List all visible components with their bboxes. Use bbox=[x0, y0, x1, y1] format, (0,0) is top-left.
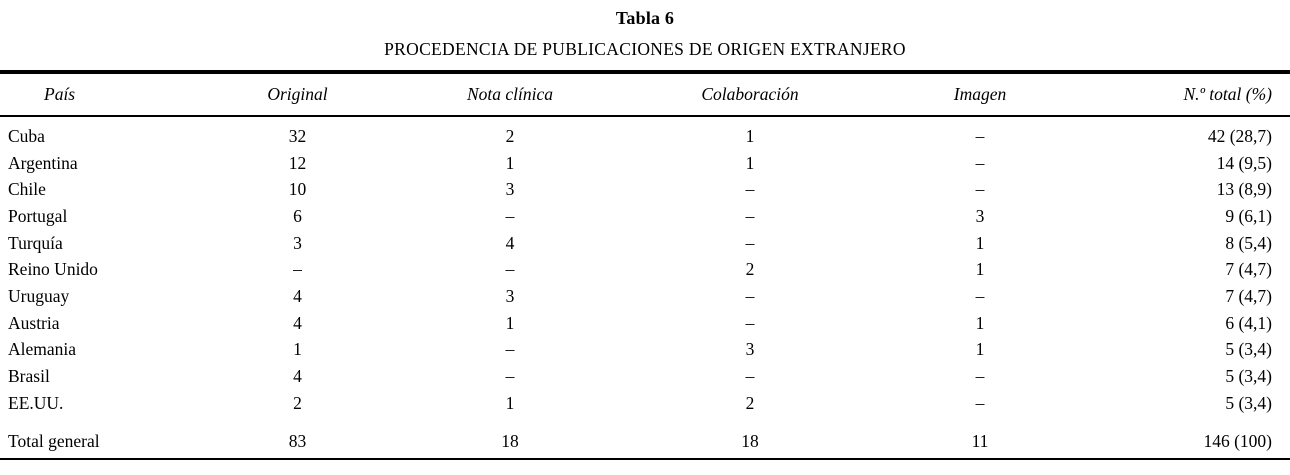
cell-original: 3 bbox=[293, 232, 302, 253]
cell-colaboracion: 1 bbox=[745, 152, 755, 173]
column-header-original: Original bbox=[185, 72, 410, 117]
cell-total: 9 (6,1) bbox=[1225, 205, 1272, 226]
table-row: Cuba 32 2 1 – 42 (28,7) bbox=[0, 116, 1290, 150]
cell-original: 4 bbox=[293, 285, 302, 306]
cell-imagen: 1 bbox=[975, 259, 985, 280]
total-cell-original: 83 bbox=[288, 430, 307, 451]
cell-total: 42 (28,7) bbox=[1207, 125, 1272, 146]
cell-colaboracion: – bbox=[745, 366, 755, 387]
cell-nota-clinica: 1 bbox=[505, 152, 515, 173]
total-cell-nota-clinica: 18 bbox=[501, 430, 519, 451]
cell-pais: Portugal bbox=[8, 205, 68, 226]
column-header-pais: País bbox=[0, 72, 185, 117]
cell-pais: Austria bbox=[8, 312, 60, 333]
table-row: Alemania 1 – 3 1 5 (3,4) bbox=[0, 337, 1290, 364]
cell-total: 8 (5,4) bbox=[1225, 232, 1272, 253]
cell-nota-clinica: 1 bbox=[505, 392, 515, 413]
cell-nota-clinica: 1 bbox=[505, 312, 515, 333]
cell-imagen: – bbox=[975, 152, 985, 173]
cell-pais: Uruguay bbox=[8, 285, 70, 306]
header-row: País Original Nota clínica Colaboración … bbox=[0, 72, 1290, 117]
cell-imagen: – bbox=[975, 285, 985, 306]
cell-total: 5 (3,4) bbox=[1225, 339, 1272, 360]
column-header-total: N.º total (%) bbox=[1070, 72, 1290, 117]
cell-colaboracion: – bbox=[745, 205, 755, 226]
cell-colaboracion: 2 bbox=[745, 392, 755, 413]
table-row: EE.UU. 2 1 2 – 5 (3,4) bbox=[0, 390, 1290, 417]
publications-table: País Original Nota clínica Colaboración … bbox=[0, 70, 1290, 460]
table-row: Brasil 4 – – – 5 (3,4) bbox=[0, 363, 1290, 390]
cell-imagen: – bbox=[975, 392, 985, 413]
cell-pais: Argentina bbox=[8, 152, 78, 173]
total-row: Total general 83 18 18 11 146 (100) bbox=[0, 417, 1290, 459]
cell-total: 13 (8,9) bbox=[1216, 179, 1272, 200]
table-row: Turquía 3 4 – 1 8 (5,4) bbox=[0, 230, 1290, 257]
cell-original: 2 bbox=[293, 392, 302, 413]
table-row: Uruguay 4 3 – – 7 (4,7) bbox=[0, 283, 1290, 310]
table-header: País Original Nota clínica Colaboración … bbox=[0, 72, 1290, 117]
cell-colaboracion: – bbox=[745, 179, 755, 200]
cell-total: 5 (3,4) bbox=[1225, 392, 1272, 413]
table-row: Chile 10 3 – – 13 (8,9) bbox=[0, 176, 1290, 203]
column-header-imagen: Imagen bbox=[890, 72, 1070, 117]
cell-colaboracion: 1 bbox=[745, 125, 755, 146]
cell-pais: Turquía bbox=[8, 232, 63, 253]
cell-imagen: – bbox=[975, 125, 985, 146]
total-cell-total: 146 (100) bbox=[1203, 430, 1272, 451]
table-body: Cuba 32 2 1–42 (28,7) Argentina 12 1 1–14 (9,5)… bbox=[0, 116, 1290, 417]
cell-pais: Alemania bbox=[8, 339, 77, 360]
table-footer: Total general 83 18 18 11 146 (100) bbox=[0, 417, 1290, 459]
cell-original: 32 bbox=[288, 125, 307, 146]
cell-nota-clinica: – bbox=[505, 366, 515, 387]
cell-total: 14 (9,5) bbox=[1216, 152, 1272, 173]
total-cell-colaboracion: 18 bbox=[741, 430, 759, 451]
cell-original: 6 bbox=[293, 205, 302, 226]
cell-nota-clinica: – bbox=[505, 339, 515, 360]
cell-colaboracion: 3 bbox=[745, 339, 755, 360]
cell-original: 10 bbox=[288, 179, 307, 200]
total-label: Total general bbox=[8, 430, 100, 451]
cell-pais: Chile bbox=[8, 179, 46, 200]
table-subtitle: PROCEDENCIA DE PUBLICACIONES DE ORIGEN E… bbox=[384, 39, 906, 59]
cell-pais: EE.UU. bbox=[8, 392, 64, 413]
table-title: Tabla 6 bbox=[615, 8, 675, 28]
cell-total: 7 (4,7) bbox=[1225, 259, 1272, 280]
table-row: Reino Unido – – 2 1 7 (4,7) bbox=[0, 256, 1290, 283]
cell-imagen: 1 bbox=[975, 312, 985, 333]
cell-imagen: 1 bbox=[975, 232, 985, 253]
cell-colaboracion: – bbox=[745, 312, 755, 333]
cell-colaboracion: 2 bbox=[745, 259, 755, 280]
cell-imagen: – bbox=[975, 366, 985, 387]
table-row: Argentina 12 1 1 – 14 (9,5) bbox=[0, 150, 1290, 177]
cell-imagen: 3 bbox=[975, 205, 985, 226]
cell-total: 6 (4,1) bbox=[1225, 312, 1272, 333]
cell-original: 4 bbox=[293, 312, 302, 333]
cell-original: – bbox=[293, 259, 302, 280]
cell-imagen: 1 bbox=[975, 339, 985, 360]
cell-total: 7 (4,7) bbox=[1225, 285, 1272, 306]
cell-colaboracion: – bbox=[745, 285, 755, 306]
cell-colaboracion: – bbox=[745, 232, 755, 253]
cell-original: 4 bbox=[293, 366, 302, 387]
cell-total: 5 (3,4) bbox=[1225, 366, 1272, 387]
column-header-colaboracion: Colaboración bbox=[610, 72, 890, 117]
column-header-nota-clinica: Nota clínica bbox=[410, 72, 610, 117]
cell-pais: Reino Unido bbox=[8, 259, 98, 280]
cell-nota-clinica: 4 bbox=[505, 232, 515, 253]
cell-imagen: – bbox=[975, 179, 985, 200]
cell-nota-clinica: – bbox=[505, 259, 515, 280]
table-row: Austria 4 1 – 1 6 (4,1) bbox=[0, 310, 1290, 337]
total-cell-imagen: 11 bbox=[971, 430, 989, 451]
cell-nota-clinica: 3 bbox=[505, 285, 515, 306]
cell-nota-clinica: – bbox=[505, 205, 515, 226]
cell-original: 12 bbox=[288, 152, 307, 173]
cell-pais: Cuba bbox=[8, 125, 45, 146]
cell-original: 1 bbox=[293, 339, 302, 360]
cell-nota-clinica: 2 bbox=[505, 125, 515, 146]
cell-pais: Brasil bbox=[8, 366, 50, 387]
cell-nota-clinica: 3 bbox=[505, 179, 515, 200]
table-row: Portugal 6 – – 3 9 (6,1) bbox=[0, 203, 1290, 230]
